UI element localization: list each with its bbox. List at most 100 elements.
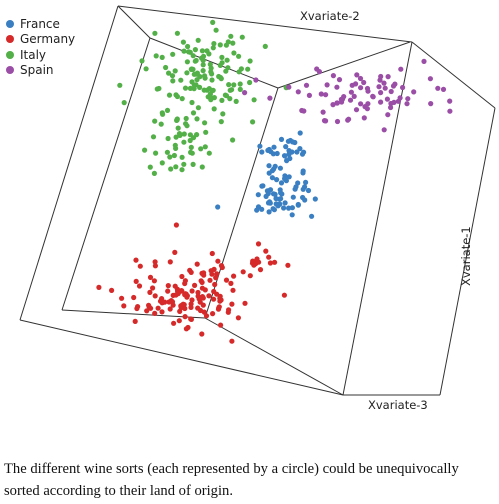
data-point-italy bbox=[153, 53, 159, 59]
data-point-germany bbox=[250, 258, 256, 264]
legend: France Germany Italy Spain bbox=[6, 16, 75, 78]
data-point-germany bbox=[152, 259, 158, 265]
data-point-germany bbox=[229, 301, 235, 307]
data-point-spain bbox=[370, 94, 376, 100]
data-point-germany bbox=[257, 267, 264, 273]
data-point-italy bbox=[167, 154, 173, 160]
data-point-spain bbox=[395, 98, 401, 104]
data-point-italy bbox=[185, 43, 191, 50]
data-point-france bbox=[271, 207, 277, 213]
data-point-italy bbox=[239, 34, 245, 40]
data-point-italy bbox=[199, 48, 205, 54]
data-point-france bbox=[259, 206, 265, 212]
data-point-italy bbox=[251, 97, 257, 103]
scatter-points bbox=[96, 19, 453, 344]
data-point-france bbox=[266, 209, 272, 215]
data-point-italy bbox=[197, 84, 203, 90]
data-point-france bbox=[282, 200, 288, 206]
data-point-italy bbox=[233, 98, 239, 104]
data-point-germany bbox=[167, 306, 173, 312]
data-point-spain bbox=[376, 84, 382, 90]
data-point-italy bbox=[152, 118, 158, 124]
data-point-france bbox=[305, 187, 312, 194]
data-point-spain bbox=[385, 112, 391, 118]
legend-marker bbox=[6, 35, 14, 44]
data-point-germany bbox=[213, 275, 219, 281]
data-point-italy bbox=[229, 87, 235, 93]
data-point-italy bbox=[159, 54, 165, 61]
data-point-france bbox=[309, 213, 315, 219]
data-point-germany bbox=[214, 291, 220, 297]
data-point-italy bbox=[208, 65, 214, 71]
data-point-germany bbox=[131, 294, 137, 301]
data-point-spain bbox=[334, 84, 340, 90]
data-point-italy bbox=[194, 116, 200, 122]
data-point-germany bbox=[171, 320, 177, 326]
data-point-italy bbox=[236, 53, 242, 59]
data-point-germany bbox=[151, 278, 157, 284]
data-point-italy bbox=[172, 142, 178, 148]
data-point-italy bbox=[209, 87, 215, 94]
data-point-italy bbox=[247, 79, 253, 86]
data-point-italy bbox=[147, 164, 153, 170]
data-point-france bbox=[295, 202, 301, 208]
data-point-spain bbox=[318, 91, 324, 97]
data-point-spain bbox=[330, 73, 336, 79]
data-point-spain bbox=[381, 127, 387, 133]
data-point-germany bbox=[133, 278, 139, 284]
data-point-spain bbox=[435, 85, 441, 91]
cube-edge bbox=[117, 5, 413, 43]
data-point-spain bbox=[348, 89, 354, 95]
data-point-italy bbox=[174, 117, 180, 123]
data-point-spain bbox=[378, 90, 384, 96]
data-point-italy bbox=[163, 64, 169, 71]
data-point-italy bbox=[245, 66, 251, 72]
data-point-italy bbox=[219, 97, 225, 103]
data-point-spain bbox=[324, 82, 330, 88]
data-point-germany bbox=[144, 308, 150, 314]
data-point-italy bbox=[190, 161, 196, 167]
data-point-italy bbox=[166, 92, 173, 98]
data-point-france bbox=[269, 175, 275, 181]
data-point-france bbox=[300, 186, 306, 192]
data-point-germany bbox=[194, 261, 200, 267]
data-point-germany bbox=[134, 305, 140, 312]
data-point-spain bbox=[351, 93, 357, 99]
data-point-france bbox=[286, 148, 292, 154]
cube-edge bbox=[61, 37, 151, 311]
cube-edge bbox=[19, 319, 344, 396]
data-point-italy bbox=[171, 152, 177, 159]
data-point-italy bbox=[193, 82, 199, 88]
data-point-italy bbox=[250, 119, 256, 125]
data-point-france bbox=[273, 195, 279, 202]
data-point-italy bbox=[169, 73, 176, 79]
data-point-italy bbox=[218, 76, 224, 82]
data-point-spain bbox=[353, 107, 360, 113]
data-point-spain bbox=[358, 85, 364, 91]
data-point-italy bbox=[202, 144, 208, 150]
data-point-france bbox=[283, 144, 289, 150]
data-point-germany bbox=[137, 263, 143, 269]
data-point-france bbox=[297, 130, 303, 136]
data-point-italy bbox=[164, 149, 170, 155]
data-point-italy bbox=[198, 146, 204, 152]
data-point-italy bbox=[202, 75, 208, 81]
data-point-france bbox=[286, 151, 292, 157]
data-point-italy bbox=[211, 106, 217, 112]
data-point-spain bbox=[358, 101, 364, 107]
data-point-italy bbox=[174, 30, 180, 36]
data-point-italy bbox=[139, 58, 145, 64]
data-point-germany bbox=[183, 326, 189, 332]
data-point-spain bbox=[378, 73, 384, 80]
data-point-germany bbox=[132, 318, 138, 324]
data-point-spain bbox=[405, 96, 411, 102]
data-point-france bbox=[277, 165, 283, 171]
data-point-germany bbox=[189, 288, 195, 294]
data-point-italy bbox=[226, 82, 232, 88]
data-point-spain bbox=[404, 101, 410, 107]
legend-item-france: France bbox=[6, 16, 75, 32]
data-point-germany bbox=[170, 292, 176, 298]
data-point-italy bbox=[210, 19, 216, 25]
data-point-spain bbox=[388, 100, 394, 107]
cube-edge bbox=[19, 5, 119, 321]
